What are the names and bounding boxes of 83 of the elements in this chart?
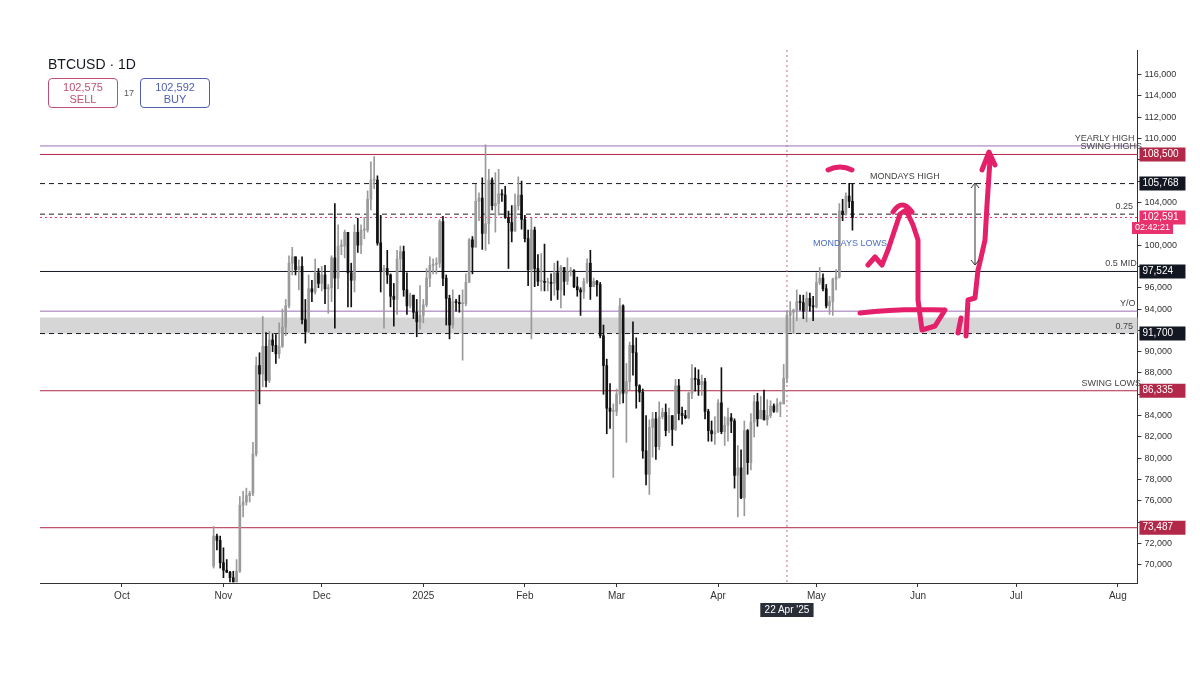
y-tick-label: 84,000 — [1144, 410, 1172, 421]
y-tick-label: 72,000 — [1144, 538, 1172, 549]
candlestick — [258, 352, 261, 405]
candlestick — [556, 260, 559, 300]
annotation: 102,592 BUY — [140, 78, 211, 108]
annotation: 0.25 — [1115, 201, 1134, 212]
candlestick — [546, 277, 550, 292]
ref-line-label: 91,700 — [1142, 327, 1174, 339]
candlestick — [307, 274, 310, 333]
annotation: 17 — [124, 88, 135, 98]
y-tick-label: 116,000 — [1144, 69, 1177, 79]
candlestick — [212, 526, 215, 569]
chart-title: BTCUSD · 1D — [48, 56, 137, 72]
candlestick — [693, 367, 697, 392]
y-tick-label: 104,000 — [1144, 196, 1178, 207]
candlestick — [471, 236, 474, 275]
x-tick-label: Jul — [1009, 589, 1023, 601]
annotation: Y/O — [1119, 298, 1136, 309]
ref-line-label: 73,487 — [1142, 521, 1174, 533]
ref-line-label: 105,768 — [1142, 177, 1180, 189]
y-tick-label: 78,000 — [1144, 474, 1172, 485]
candlestick — [267, 331, 271, 383]
candlestick — [294, 256, 297, 276]
annotation: 0.5 MID — [1105, 258, 1138, 269]
y-tick-label: 114,000 — [1144, 90, 1177, 101]
x-tick-label: 2025 — [412, 589, 435, 601]
x-tick-label: Oct — [114, 589, 130, 601]
candlestick — [543, 243, 546, 292]
candlestick — [566, 257, 569, 285]
annotation: MONDAYS HIGH — [869, 170, 940, 181]
annotation: 0.75 — [1115, 320, 1134, 331]
candlestick — [484, 144, 487, 251]
x-tick-label: Mar — [607, 589, 626, 601]
ref-line-label: 102,591 — [1142, 211, 1180, 223]
y-tick-label: 94,000 — [1144, 303, 1172, 314]
candlestick — [458, 294, 461, 313]
x-tick-label: Nov — [214, 589, 233, 601]
x-tick-label: Aug — [1108, 589, 1127, 601]
y-tick-label: 96,000 — [1144, 282, 1172, 293]
candlestick — [756, 392, 759, 427]
candlestick — [343, 229, 346, 259]
x-tick-label: Jun — [909, 589, 927, 601]
annotation: 102,575 SELL — [48, 78, 118, 108]
candlestick — [801, 294, 805, 319]
annotation: MONDAYS LOWS — [813, 238, 887, 249]
candlestick — [589, 250, 592, 300]
candlestick — [353, 224, 356, 293]
ref-line-label: 108,500 — [1142, 148, 1180, 160]
x-tick-label: May — [806, 589, 826, 601]
y-tick-label: 90,000 — [1144, 346, 1172, 357]
annotation: YEARLY HIGH — [1074, 132, 1135, 143]
x-tick-label: Dec — [312, 589, 331, 601]
candlestick — [851, 182, 854, 231]
candlestick — [805, 291, 808, 323]
candlestick — [684, 409, 687, 420]
y-tick-label: 100,000 — [1144, 239, 1178, 250]
candlestick — [720, 367, 723, 435]
y-tick-label: 82,000 — [1144, 431, 1172, 442]
candlestick — [743, 420, 746, 517]
ref-line-label: 86,335 — [1142, 384, 1174, 396]
x-tick-label: Feb — [516, 589, 534, 601]
candlestick — [841, 198, 844, 221]
y-tick-label: 110,000 — [1144, 132, 1177, 143]
candlestick — [697, 369, 700, 396]
candlestick — [530, 218, 533, 340]
annotation: 02:42:21 — [1135, 222, 1171, 233]
candlestick — [700, 374, 704, 396]
candlestick — [317, 268, 320, 289]
candlestick — [494, 172, 497, 233]
candlestick — [553, 262, 556, 296]
candlestick — [592, 277, 595, 287]
candlestick — [297, 259, 301, 291]
y-tick-label: 80,000 — [1144, 452, 1172, 463]
ref-line-label: 22 Apr '25 — [764, 603, 810, 615]
y-tick-label: 112,000 — [1144, 111, 1177, 122]
x-tick-label: Apr — [710, 589, 727, 601]
candlestick — [674, 379, 677, 431]
y-tick-label: 70,000 — [1144, 559, 1172, 570]
ref-line-label: 97,524 — [1142, 265, 1174, 277]
candlestick — [746, 429, 749, 475]
y-tick-label: 88,000 — [1144, 367, 1172, 378]
y-tick-label: 76,000 — [1144, 495, 1172, 506]
candlestick — [765, 399, 769, 426]
